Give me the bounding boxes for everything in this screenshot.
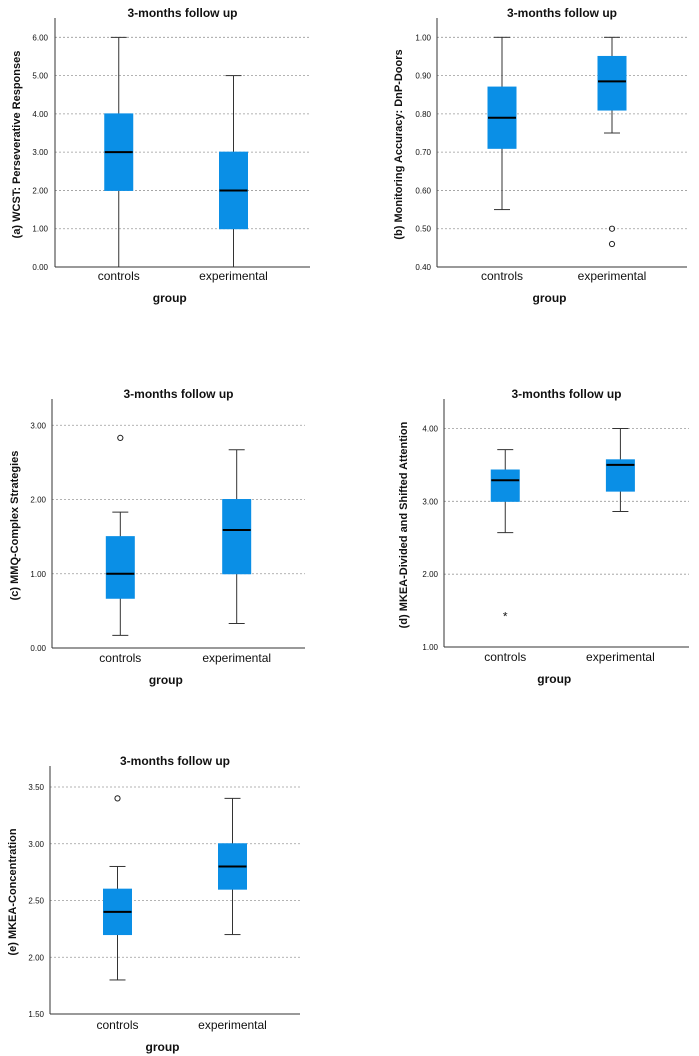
y-tick-label: 3.00: [422, 497, 438, 506]
outlier-point: [608, 240, 616, 248]
x-axis-label: group: [153, 291, 187, 305]
boxplot-panel-c: 0.00 1.00 2.00 3.00 3-months follow up (c) MM…: [9, 387, 305, 687]
y-axis-label: (c) MMQ-Complex Strategies: [9, 451, 21, 601]
y-tick-label: 5.00: [32, 72, 48, 81]
y-tick-label: 3.00: [30, 421, 46, 430]
iqr-box: [490, 469, 520, 502]
y-tick-label: 1.00: [415, 33, 431, 42]
chart-title: 3-months follow up: [124, 387, 234, 401]
y-tick-label: 1.00: [422, 643, 438, 652]
y-axis-label: (a) WCST: Perseverative Responses: [11, 51, 23, 239]
iqr-box: [222, 499, 252, 575]
category-label: controls: [484, 650, 526, 664]
y-tick-label: 3.50: [28, 783, 44, 792]
y-axis-label: (b) Monitoring Accuracy: DnP-Doors: [393, 49, 405, 239]
category-label: controls: [98, 269, 140, 283]
y-tick-label: 2.00: [30, 496, 46, 505]
y-tick-label: 4.00: [32, 110, 48, 119]
y-tick-label: 2.00: [32, 186, 48, 195]
y-tick-label: 0.00: [32, 263, 48, 272]
y-tick-label: 3.00: [32, 148, 48, 157]
y-tick-label: 2.00: [28, 953, 44, 962]
y-tick-label: 2.00: [422, 570, 438, 579]
outlier-point: [117, 434, 124, 441]
y-tick-label: 1.50: [28, 1010, 44, 1019]
boxplot-panel-d: 1.00 2.00 3.00 4.00 3-months follow up (d) MK…: [398, 387, 689, 686]
category-label: controls: [96, 1018, 138, 1032]
x-axis-label: group: [533, 291, 567, 305]
y-tick-label: 6.00: [32, 33, 48, 42]
x-axis-label: group: [149, 673, 183, 687]
category-label: experimental: [586, 650, 655, 664]
y-tick-label: 0.50: [415, 225, 431, 234]
category-label: controls: [99, 651, 141, 665]
y-tick-label: 3.00: [28, 840, 44, 849]
y-axis-label: (e) MKEA-Concentration: [7, 828, 19, 955]
y-axis-label: (d) MKEA-Divided and Shifted Attention: [398, 421, 410, 628]
y-tick-label: 1.00: [30, 570, 46, 579]
category-label: experimental: [202, 651, 271, 665]
boxplot-panel-a: 0.00 1.00 2.00 3.00 4.00 5.00 6.00 3-months fol…: [11, 6, 310, 305]
y-tick-label: 0.40: [415, 263, 431, 272]
extreme-point: *: [503, 610, 508, 624]
outlier-point: [608, 225, 616, 232]
category-label: experimental: [198, 1018, 267, 1032]
iqr-box: [105, 536, 135, 599]
outlier-point: [114, 795, 121, 802]
chart-title: 3-months follow up: [512, 387, 622, 401]
y-tick-label: 0.60: [415, 186, 431, 195]
category-label: controls: [481, 269, 523, 283]
y-tick-label: 0.00: [30, 644, 46, 653]
y-tick-label: 4.00: [422, 424, 438, 433]
y-tick-label: 1.00: [32, 225, 48, 234]
category-label: experimental: [578, 269, 647, 283]
boxplot-panel-e: 1.50 2.00 2.50 3.00 3.50 3-months follow up (e…: [7, 754, 300, 1054]
chart-title: 3-months follow up: [507, 6, 617, 20]
iqr-box: [597, 55, 627, 111]
y-tick-label: 2.50: [28, 897, 44, 906]
y-tick-label: 0.90: [415, 72, 431, 81]
y-tick-label: 0.70: [415, 148, 431, 157]
x-axis-label: group: [146, 1040, 180, 1054]
chart-title: 3-months follow up: [128, 6, 238, 20]
y-tick-label: 0.80: [415, 110, 431, 119]
x-axis-label: group: [537, 672, 571, 686]
chart-title: 3-months follow up: [120, 754, 230, 768]
boxplot-panel-b: 0.40 0.50 0.60 0.70 0.80 0.90 1.00 3-months fol…: [393, 6, 687, 305]
category-label: experimental: [199, 269, 268, 283]
